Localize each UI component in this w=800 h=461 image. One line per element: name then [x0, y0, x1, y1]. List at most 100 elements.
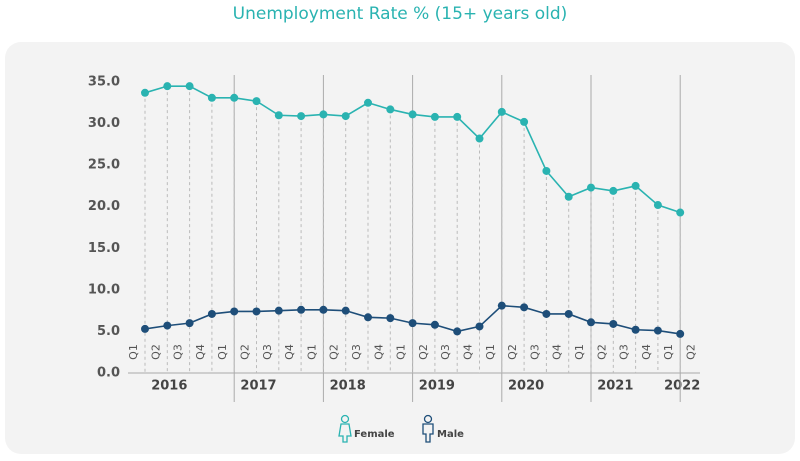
x-tick-label: Q1: [216, 344, 229, 360]
data-point: [609, 319, 618, 328]
year-label: 2016: [151, 379, 187, 394]
data-point: [141, 88, 149, 97]
x-tick-label: Q1: [127, 344, 140, 360]
x-tick-label: Q1: [484, 344, 497, 360]
data-point: [520, 303, 529, 312]
data-point: [475, 134, 484, 143]
data-point: [163, 321, 172, 330]
x-tick-label: Q4: [551, 344, 564, 360]
data-point: [386, 105, 395, 114]
legend-icon: [422, 423, 434, 443]
data-point: [676, 329, 685, 338]
data-point: [609, 186, 618, 195]
y-tick-label: 5.0: [97, 324, 120, 339]
y-tick-label: 10.0: [88, 282, 120, 297]
x-tick-label: Q1: [573, 344, 586, 360]
x-tick-label: Q3: [172, 344, 185, 360]
data-point: [564, 192, 573, 201]
y-tick-label: 25.0: [88, 158, 120, 173]
data-point: [408, 319, 417, 328]
x-tick-label: Q2: [328, 344, 341, 360]
year-label: 2022: [664, 379, 700, 394]
data-point: [364, 98, 372, 107]
x-tick-label: Q2: [595, 344, 608, 360]
data-point: [676, 208, 685, 217]
legend-item: Male: [422, 414, 464, 443]
data-point: [587, 183, 595, 192]
data-point: [341, 112, 350, 121]
legend-label: Male: [437, 429, 464, 440]
data-point: [297, 305, 306, 314]
x-tick-label: Q4: [372, 344, 385, 360]
x-tick-label: Q3: [350, 344, 363, 360]
data-point: [408, 110, 417, 119]
x-tick-label: Q1: [395, 344, 408, 360]
data-point: [341, 306, 350, 315]
y-tick-label: 15.0: [88, 241, 120, 256]
x-tick-label: Q4: [283, 344, 296, 360]
data-point: [274, 111, 283, 120]
y-tick-label: 35.0: [88, 75, 120, 90]
year-label: 2020: [508, 379, 544, 394]
data-point: [453, 112, 462, 121]
data-point: [252, 97, 261, 106]
data-point: [587, 318, 595, 327]
data-point: [497, 301, 506, 310]
legend-label: Female: [354, 429, 395, 440]
x-tick-label: Q2: [149, 344, 162, 360]
data-point: [475, 322, 484, 331]
data-point: [542, 309, 551, 318]
year-label: 2019: [419, 379, 455, 394]
data-point: [430, 320, 439, 329]
data-point: [542, 166, 551, 175]
x-tick-label: Q2: [417, 344, 430, 360]
x-tick-label: Q3: [618, 344, 631, 360]
year-label: 2021: [597, 379, 633, 394]
x-tick-label: Q3: [439, 344, 452, 360]
x-tick-label: Q1: [305, 344, 318, 360]
x-tick-label: Q2: [506, 344, 519, 360]
panel: [5, 42, 795, 454]
data-point: [230, 307, 239, 316]
data-point: [141, 324, 149, 333]
data-point: [631, 325, 640, 334]
data-point: [364, 313, 372, 322]
legend-icon: [340, 414, 350, 424]
year-label: 2018: [330, 379, 366, 394]
x-tick-label: Q4: [194, 344, 207, 360]
data-point: [453, 327, 462, 336]
data-point: [185, 319, 194, 328]
data-point: [430, 112, 439, 121]
data-point: [520, 117, 529, 126]
legend-icon: [423, 414, 433, 424]
data-point: [274, 306, 283, 315]
data-point: [230, 93, 239, 102]
legend-icon: [338, 423, 352, 443]
x-tick-label: Q3: [261, 344, 274, 360]
x-tick-label: Q4: [462, 344, 475, 360]
x-tick-label: Q1: [662, 344, 675, 360]
data-point: [631, 181, 640, 190]
x-tick-label: Q2: [239, 344, 252, 360]
data-point: [163, 82, 172, 91]
data-point: [564, 309, 573, 318]
data-point: [185, 82, 194, 91]
data-point: [207, 93, 216, 102]
data-point: [207, 309, 216, 318]
data-point: [319, 305, 328, 314]
year-label: 2017: [240, 379, 276, 394]
x-tick-label: Q3: [528, 344, 541, 360]
y-tick-label: 20.0: [88, 199, 120, 214]
data-point: [297, 112, 306, 121]
data-point: [653, 326, 662, 335]
data-point: [653, 201, 662, 210]
y-tick-label: 30.0: [88, 116, 120, 131]
x-tick-label: Q4: [640, 344, 653, 360]
data-point: [497, 107, 506, 116]
data-point: [319, 110, 328, 119]
legend-item: Female: [338, 414, 395, 443]
data-point: [386, 314, 395, 323]
y-tick-label: 0.0: [97, 366, 120, 381]
data-point: [252, 307, 261, 316]
